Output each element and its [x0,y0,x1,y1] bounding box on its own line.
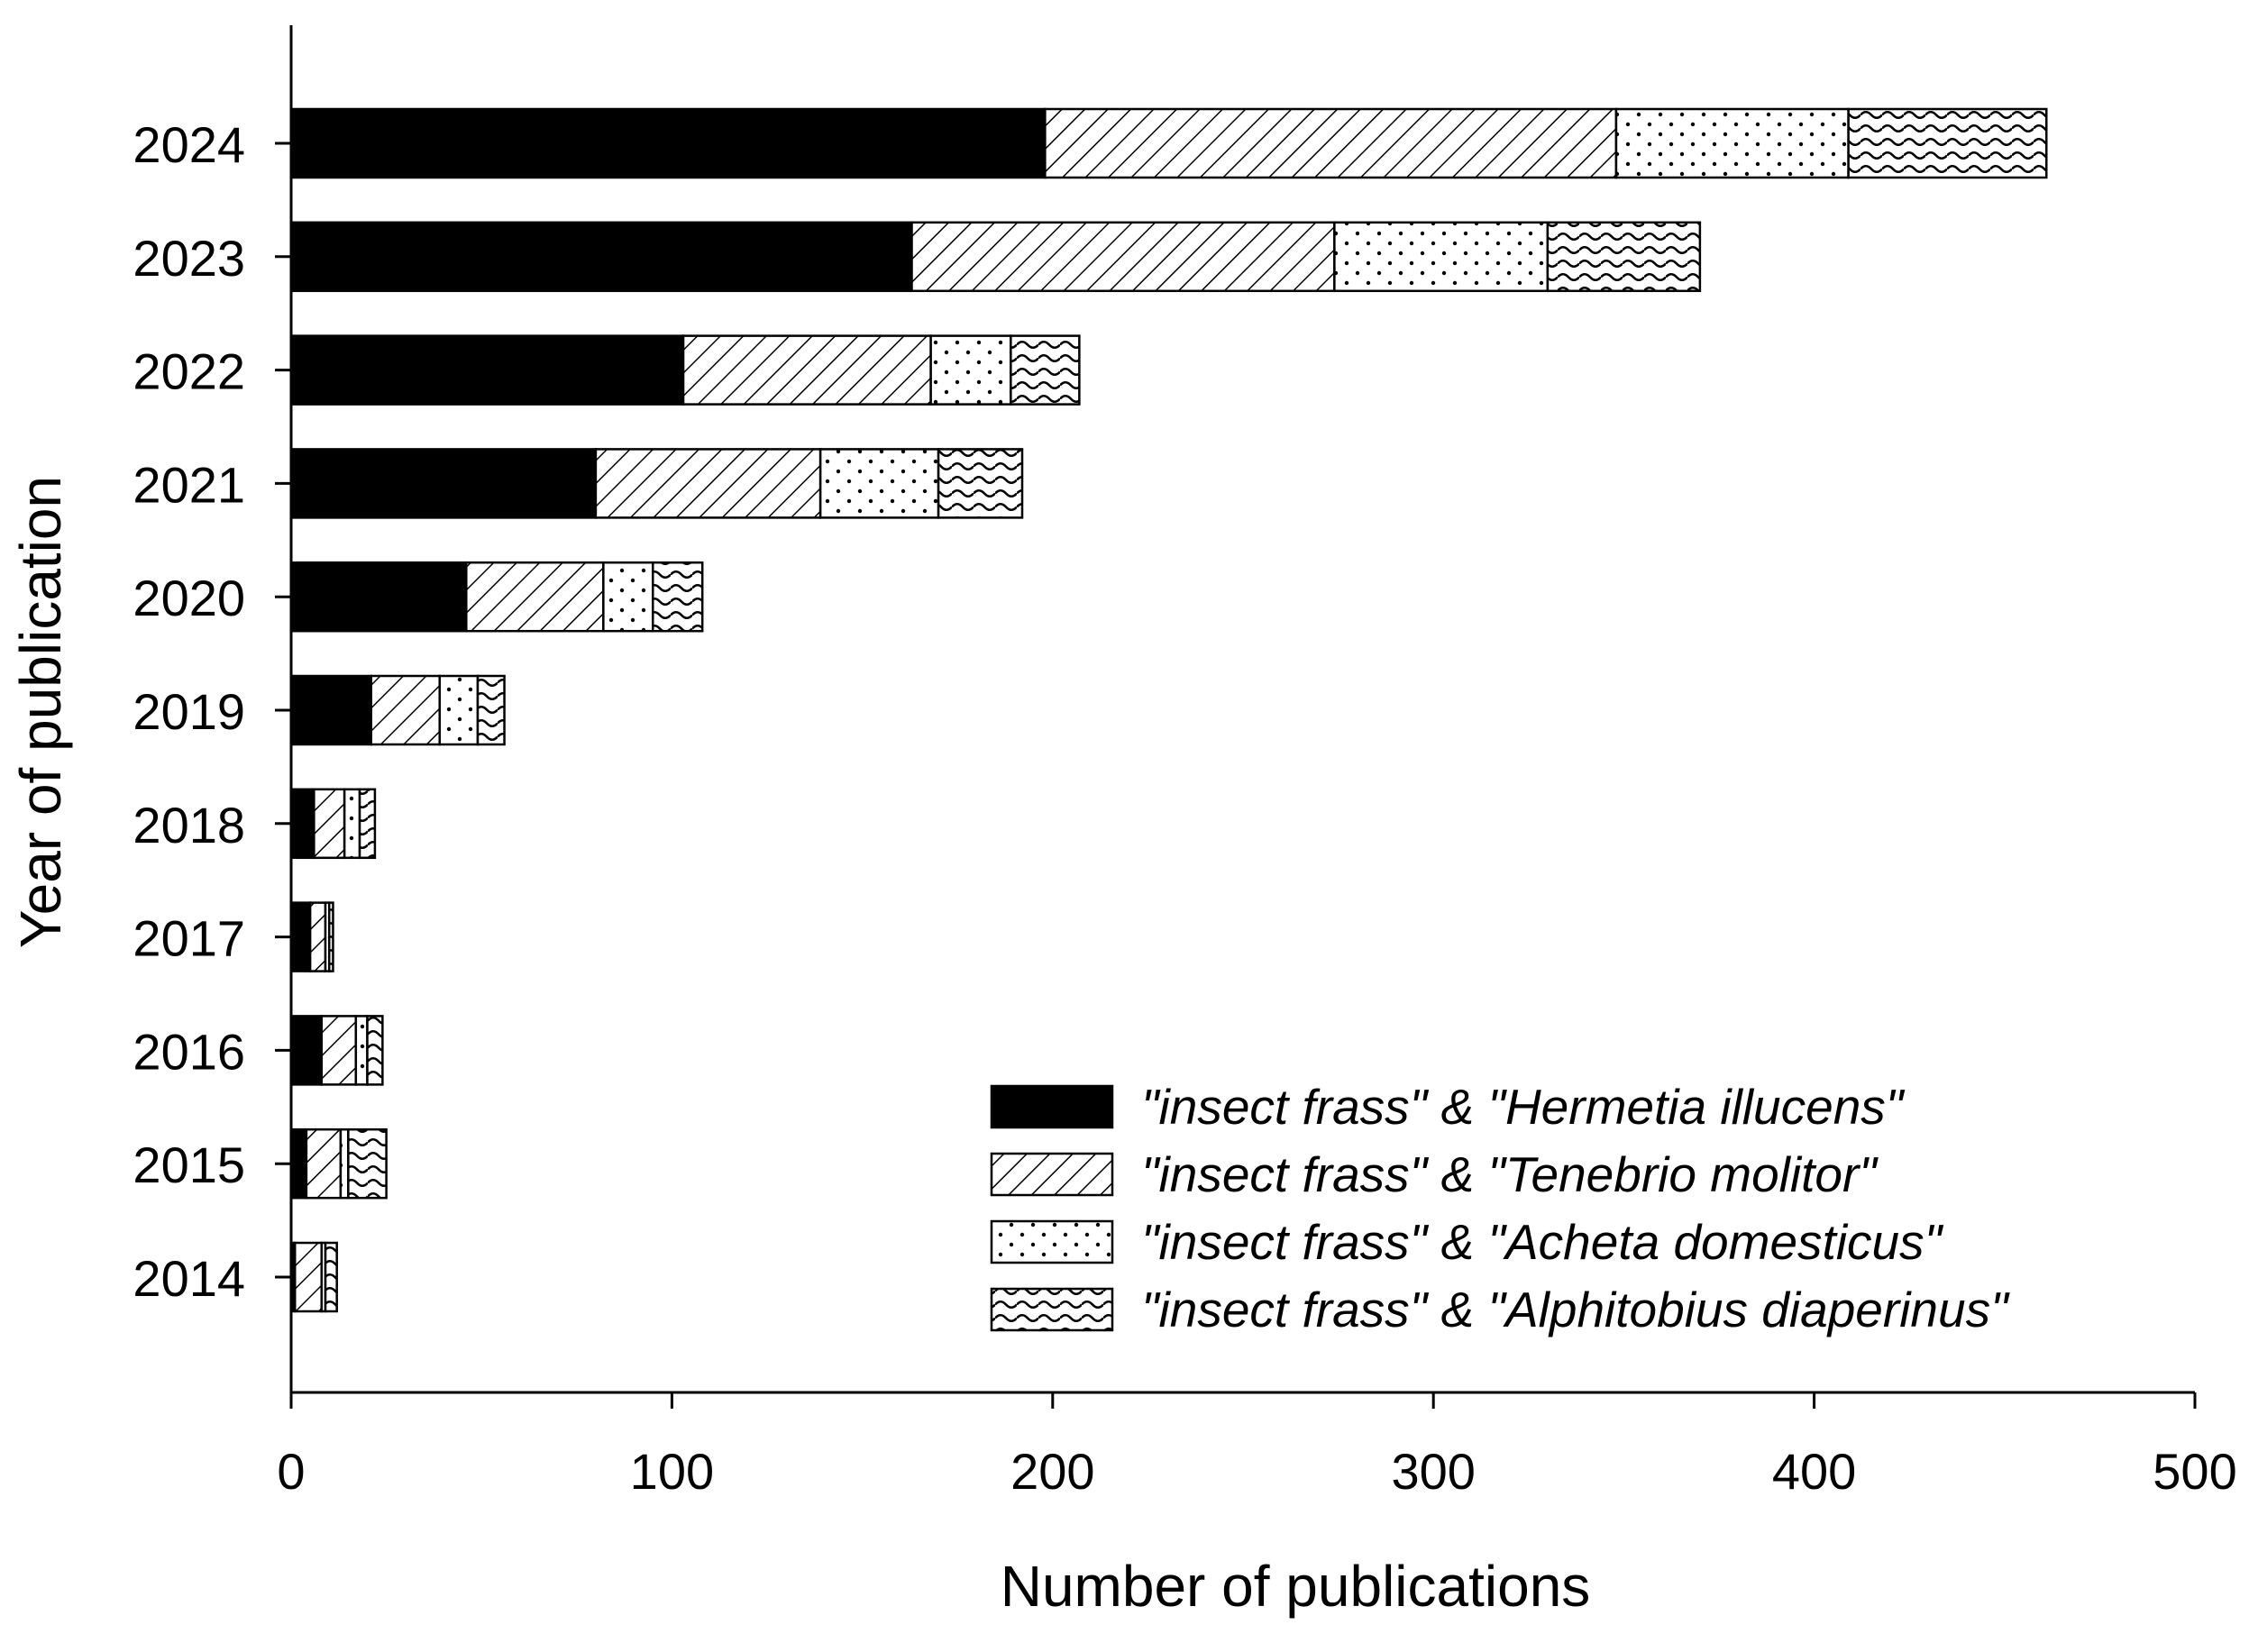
x-tick-label-400: 400 [1772,1443,1856,1500]
bar-segment-2016-series-2 [320,1015,358,1086]
x-tick-label-300: 300 [1391,1443,1475,1500]
bar-segment-2022-series-2 [681,334,932,406]
y-tick-label-2022: 2022 [133,343,245,400]
legend: "insect frass" & "Hermetia illucens" "ins… [990,1079,2010,1337]
bar-segment-2023-series-3 [1333,221,1550,293]
bar-segment-2023-series-1 [289,221,913,293]
x-tick-label-100: 100 [630,1443,714,1500]
bar-segment-2019-series-4 [476,674,506,746]
bar-segment-2024-series-4 [1847,107,2048,179]
y-tick-label-2021: 2021 [133,456,245,513]
x-tick-label-200: 200 [1010,1443,1094,1500]
bar-segment-2016-series-1 [289,1015,324,1086]
legend-swatch-2 [990,1152,1114,1197]
bar-segment-2022-series-1 [289,334,685,406]
bar-segment-2019-series-1 [289,674,372,746]
legend-swatch-3 [990,1219,1114,1264]
y-axis-title: Year of publication [8,476,73,948]
axes-group: 2024 2023 2022 2021 2020 2019 2018 2017 2016 2015… [133,25,2237,1500]
bar-segment-2021-series-4 [937,448,1024,519]
y-tick-label-2017: 2017 [133,910,245,967]
bar-segment-2018-series-3 [343,788,361,860]
bar-segment-2021-series-2 [594,448,822,519]
legend-label-1: "insect frass" & "Hermetia illucens" [1141,1079,1906,1135]
bar-segment-2021-series-3 [818,448,940,519]
legend-swatch-4 [990,1287,1114,1332]
bar-segment-2014-series-2 [293,1241,324,1313]
bar-segment-2015-series-3 [339,1127,350,1200]
bar-segment-2015-series-4 [347,1127,388,1200]
bar-segment-2017-series-2 [308,901,327,972]
bar-segment-2018-series-1 [289,788,315,860]
bar-segment-2020-series-3 [602,561,654,633]
y-tick-label-2016: 2016 [133,1023,245,1080]
bars-group [289,107,2048,1313]
legend-label-3: "insect frass" & "Acheta domesticus" [1141,1214,1944,1270]
bar-segment-2019-series-2 [370,674,441,746]
legend-swatch-1 [990,1084,1114,1129]
legend-label-2: "insect frass" & "Tenebrio molitor" [1141,1146,1879,1202]
bar-segment-2022-series-3 [929,334,1012,406]
x-tick-label-0: 0 [277,1443,305,1500]
bar-segment-2018-series-2 [313,788,346,860]
bar-segment-2021-series-1 [289,448,598,519]
bar-segment-2019-series-3 [438,674,480,746]
y-tick-label-2019: 2019 [133,683,245,740]
bar-segment-2020-series-1 [289,561,468,633]
bar-segment-2017-series-4 [327,901,334,972]
bar-segment-2017-series-1 [289,901,312,972]
x-tick-label-500: 500 [2153,1443,2236,1500]
x-axis-title: Number of publications [1001,1554,1591,1619]
bar-segment-2024-series-2 [1044,107,1618,179]
legend-label-4: "insect frass" & "Alphitobius diaperinus… [1141,1282,2010,1337]
bar-segment-2018-series-4 [358,788,377,860]
bar-segment-2023-series-2 [910,221,1336,293]
bar-segment-2016-series-4 [366,1015,384,1086]
bar-segment-2023-series-4 [1546,221,1702,293]
y-tick-label-2024: 2024 [133,116,245,173]
y-tick-label-2014: 2014 [133,1250,245,1307]
bar-segment-2022-series-4 [1010,334,1081,406]
bar-segment-2024-series-3 [1614,107,1850,179]
bar-segment-2016-series-3 [354,1015,369,1086]
bar-segment-2014-series-4 [324,1241,338,1313]
bar-segment-2020-series-4 [652,561,704,633]
bar-segment-2015-series-1 [289,1127,308,1200]
y-tick-label-2018: 2018 [133,797,245,853]
bar-segment-2015-series-2 [305,1127,343,1200]
y-tick-label-2020: 2020 [133,570,245,626]
y-tick-label-2015: 2015 [133,1136,245,1193]
bar-segment-2024-series-1 [289,107,1047,179]
y-tick-label-2023: 2023 [133,230,245,287]
bar-segment-2020-series-2 [465,561,605,633]
